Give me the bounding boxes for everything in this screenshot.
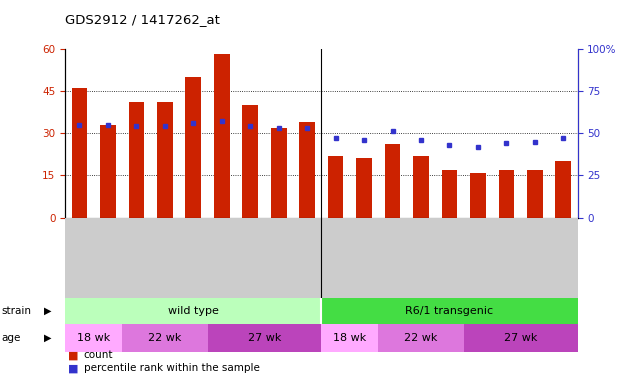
Bar [322,324,378,352]
Bar [470,172,486,217]
Bar [527,170,543,217]
Text: 18 wk: 18 wk [77,333,111,343]
Text: 22 wk: 22 wk [404,333,438,343]
Bar [242,105,258,218]
Bar [186,77,201,218]
Bar [100,124,116,217]
Text: strain: strain [1,306,31,316]
Bar [122,324,207,352]
Bar [328,156,343,218]
Text: 27 wk: 27 wk [248,333,281,343]
Bar [65,298,322,324]
Bar [356,158,372,218]
Text: age: age [1,333,20,343]
Bar [464,324,578,352]
Bar [157,102,173,218]
Bar [499,170,514,217]
Bar [384,144,401,218]
Bar [413,156,429,218]
Text: ■: ■ [68,363,79,373]
Bar [555,161,571,218]
Text: wild type: wild type [168,306,219,316]
Bar [271,128,286,218]
Text: 18 wk: 18 wk [333,333,366,343]
Bar [214,54,230,217]
Bar [322,298,578,324]
Bar [71,88,88,218]
Text: R6/1 transgenic: R6/1 transgenic [406,306,494,316]
Text: ▶: ▶ [43,333,51,343]
Text: percentile rank within the sample: percentile rank within the sample [84,363,260,373]
Text: GDS2912 / 1417262_at: GDS2912 / 1417262_at [65,13,220,26]
Bar [378,324,464,352]
Text: ▶: ▶ [43,306,51,316]
Text: 27 wk: 27 wk [504,333,537,343]
Bar [207,324,322,352]
Text: ■: ■ [68,351,79,360]
Text: 22 wk: 22 wk [148,333,181,343]
Bar [442,170,457,217]
Text: count: count [84,351,114,360]
Bar [65,324,122,352]
Bar [129,102,144,218]
Bar [299,122,315,218]
